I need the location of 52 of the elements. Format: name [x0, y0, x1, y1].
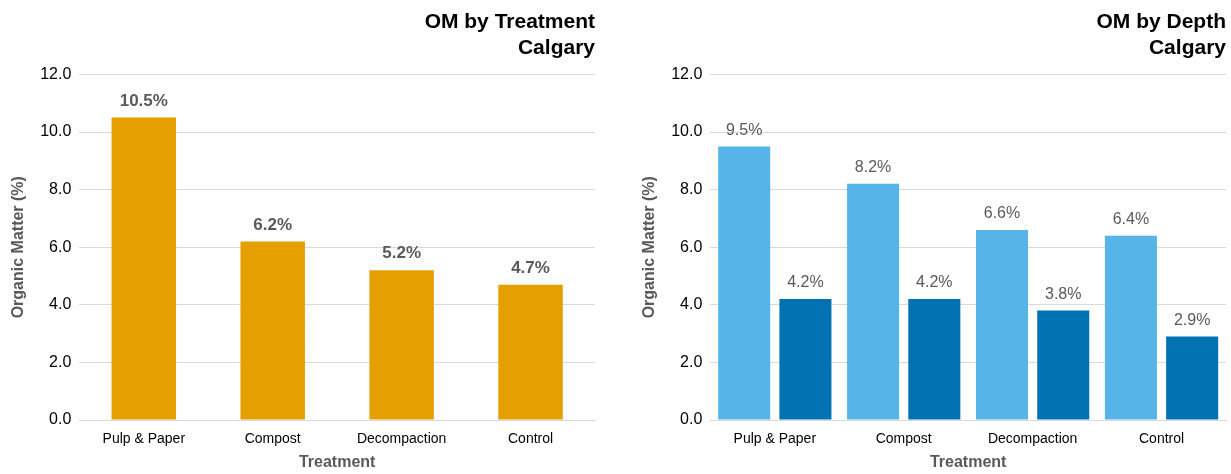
bar: [369, 270, 434, 420]
bar: [1166, 336, 1219, 420]
chart-title: OM by Depth Calgary: [1096, 9, 1227, 58]
data-label: 6.6%: [983, 204, 1021, 222]
x-axis-title: Treatment: [298, 452, 377, 470]
y-tick-label: 6.0: [680, 237, 703, 255]
data-label: 4.7%: [511, 257, 550, 277]
x-tick-label: Decompaction: [356, 430, 447, 447]
data-label: 3.8%: [1045, 284, 1082, 302]
x-tick-label: Control: [1138, 430, 1185, 447]
y-tick-label: 8.0: [49, 180, 72, 198]
x-tick-label: Compost: [244, 430, 301, 447]
x-tick-label: Pulp & Paper: [733, 430, 817, 447]
x-tick-label: Pulp & Paper: [102, 430, 186, 447]
bar: [718, 146, 771, 420]
y-axis-title: Organic Matter (%): [640, 176, 658, 319]
x-tick-label: Decompaction: [987, 430, 1078, 447]
y-tick-label: 8.0: [680, 180, 703, 198]
y-tick-label: 2.0: [49, 352, 72, 370]
data-label: 6.4%: [1112, 210, 1150, 228]
data-label: 2.9%: [1173, 310, 1211, 328]
bar: [240, 241, 305, 420]
chart-title: OM by Treatment Calgary: [424, 9, 596, 58]
data-label: 6.2%: [253, 214, 293, 234]
x-tick-label: Compost: [875, 430, 932, 447]
y-axis-title: Organic Matter (%): [9, 176, 27, 319]
data-label: 9.5%: [725, 120, 763, 138]
data-label: 4.2%: [787, 273, 824, 291]
bar: [847, 183, 900, 420]
y-tick-label: 0.0: [680, 410, 703, 428]
data-label: 8.2%: [854, 158, 892, 176]
bar: [779, 299, 832, 420]
bar: [1104, 235, 1157, 420]
x-axis-title: Treatment: [929, 452, 1008, 470]
bar: [111, 117, 177, 420]
y-tick-label: 0.0: [49, 410, 72, 428]
y-tick-label: 2.0: [680, 352, 703, 370]
x-tick-label: Control: [507, 430, 554, 447]
y-tick-label: 12.0: [40, 64, 72, 82]
y-tick-label: 4.0: [49, 295, 72, 313]
bar: [975, 229, 1029, 420]
y-tick-label: 12.0: [671, 64, 703, 82]
y-tick-label: 4.0: [680, 295, 703, 313]
bar: [908, 299, 961, 420]
y-tick-label: 10.0: [40, 122, 72, 140]
bar: [498, 284, 563, 420]
y-tick-label: 10.0: [671, 122, 703, 140]
data-label: 5.2%: [382, 243, 421, 263]
data-label: 10.5%: [119, 90, 168, 110]
bar: [1037, 310, 1090, 420]
y-tick-label: 6.0: [49, 237, 72, 255]
data-label: 4.2%: [916, 273, 953, 291]
